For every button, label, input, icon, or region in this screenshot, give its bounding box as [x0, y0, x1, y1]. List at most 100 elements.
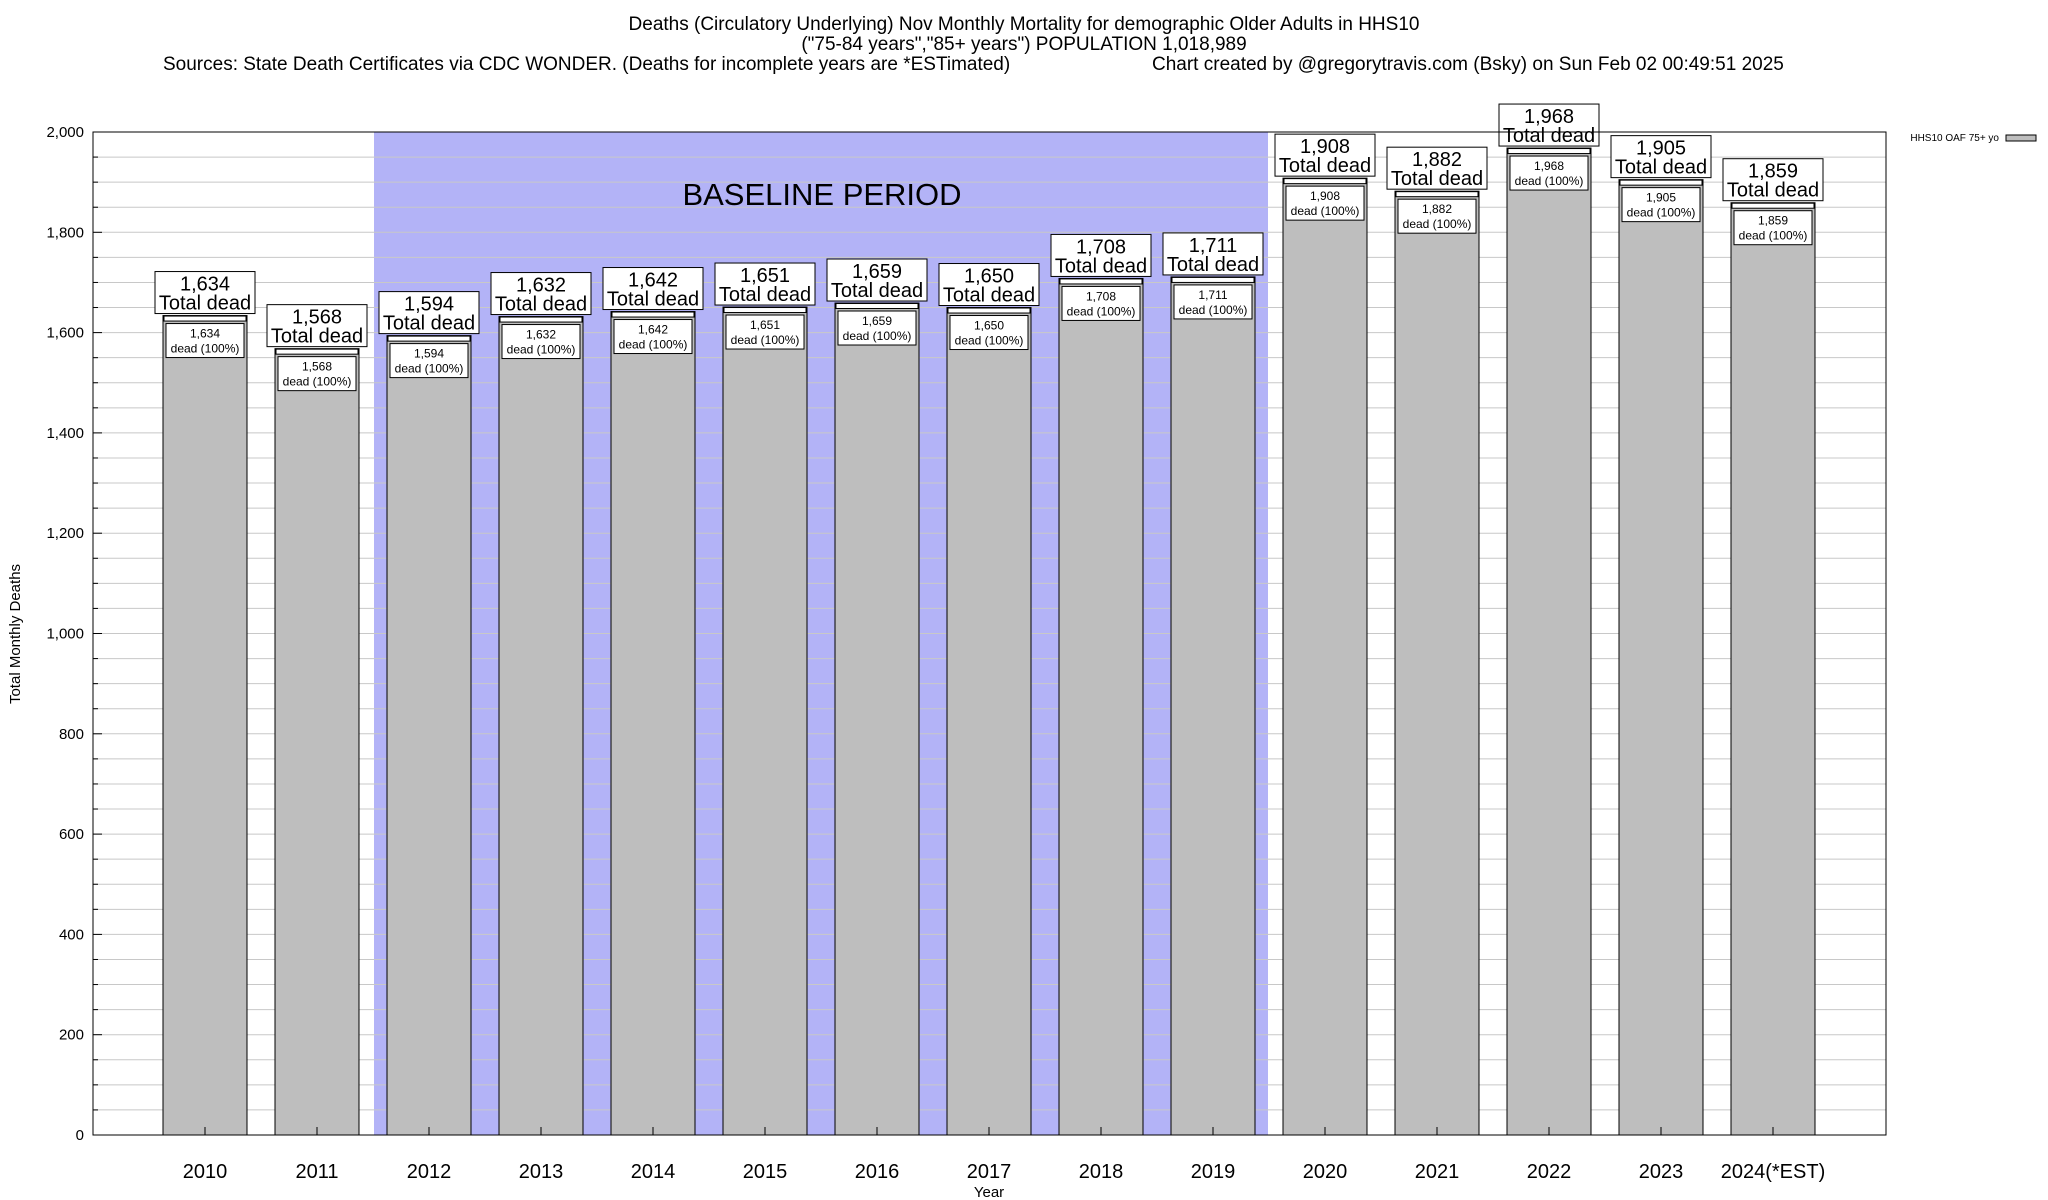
inner-percent-label: dead (100%) — [507, 343, 576, 357]
bar — [1282, 177, 1368, 1136]
total-label-box — [826, 258, 928, 302]
bar — [1058, 277, 1144, 1136]
total-label-box — [1386, 146, 1488, 190]
chart-credit-line: Chart created by @gregorytravis.com (Bsk… — [1152, 54, 1784, 75]
bar-cap — [1395, 191, 1479, 198]
inner-percent-label: dead (100%) — [395, 362, 464, 376]
total-dead-label: Total dead — [1279, 155, 1371, 177]
inner-label-box — [949, 315, 1029, 351]
total-value-label: 1,859 — [1748, 161, 1798, 183]
total-dead-label: Total dead — [1615, 157, 1707, 179]
bar — [610, 311, 696, 1136]
bar — [722, 306, 808, 1136]
inner-value-label: 1,968 — [1534, 159, 1564, 173]
total-value-label: 1,594 — [404, 294, 454, 316]
total-dead-label: Total dead — [1727, 180, 1819, 202]
bar-cap — [835, 303, 919, 310]
inner-label-box — [277, 356, 357, 392]
bar-cap — [1171, 276, 1255, 283]
x-tick-label: 2016 — [855, 1161, 900, 1183]
inner-label-box — [837, 310, 917, 346]
total-label-box — [378, 291, 480, 335]
inner-value-label: 1,632 — [526, 328, 556, 342]
total-value-label: 1,968 — [1524, 106, 1574, 128]
y-tick-label: 2,000 — [46, 124, 84, 141]
inner-percent-label: dead (100%) — [619, 338, 688, 352]
x-tick-label: 2012 — [407, 1161, 452, 1183]
inner-percent-label: dead (100%) — [283, 375, 352, 389]
legend: HHS10 OAF 75+ yo — [1910, 133, 2037, 144]
total-value-label: 1,659 — [852, 261, 902, 283]
y-tick-label: 400 — [59, 926, 84, 943]
total-label-box — [266, 304, 368, 348]
inner-label-box — [1733, 210, 1813, 246]
bar-cap — [387, 335, 471, 342]
total-label-box — [154, 271, 256, 315]
inner-label-box — [165, 323, 245, 359]
bar-cap — [275, 348, 359, 355]
total-label-box — [1498, 103, 1600, 147]
total-dead-label: Total dead — [159, 293, 251, 315]
inner-percent-label: dead (100%) — [1179, 303, 1248, 317]
y-tick-label: 1,000 — [46, 626, 84, 643]
inner-percent-label: dead (100%) — [1067, 304, 1136, 318]
total-dead-label: Total dead — [495, 294, 587, 316]
axis-layer: 0 200 400 600 800 1,000 1,200 1,400 1,600 1,800 2,… — [46, 124, 1825, 1183]
inner-label-box — [725, 314, 805, 350]
y-tick-label: 1,600 — [46, 325, 84, 342]
inner-value-label: 1,594 — [414, 347, 444, 361]
legend-label: HHS10 OAF 75+ yo — [1910, 133, 1999, 144]
x-tick-label: 2024(*EST) — [1721, 1161, 1826, 1183]
total-label-box — [490, 272, 592, 316]
total-label-box — [938, 263, 1040, 307]
total-value-label: 1,708 — [1076, 236, 1126, 258]
inner-value-label: 1,908 — [1310, 189, 1340, 203]
y-tick-label: 1,800 — [46, 224, 84, 241]
y-tick-label: 0 — [76, 1127, 84, 1144]
inner-label-box — [501, 324, 581, 360]
inner-value-label: 1,650 — [974, 319, 1004, 333]
total-label-box — [602, 267, 704, 311]
inner-percent-label: dead (100%) — [1291, 204, 1360, 218]
total-dead-label: Total dead — [831, 280, 923, 302]
bar-cap — [163, 315, 247, 322]
bar-cap — [1731, 202, 1815, 209]
bar — [498, 316, 584, 1136]
y-axis-label: Total Monthly Deaths — [7, 564, 24, 704]
bar-cap — [499, 316, 583, 323]
bar-cap — [723, 307, 807, 314]
total-label-box — [1274, 133, 1376, 177]
x-tick-label: 2017 — [967, 1161, 1012, 1183]
inner-value-label: 1,634 — [190, 327, 220, 341]
total-dead-label: Total dead — [1391, 168, 1483, 190]
x-tick-label: 2010 — [183, 1161, 228, 1183]
inner-value-label: 1,659 — [862, 314, 892, 328]
chart-title: Deaths (Circulatory Underlying) Nov Mont… — [628, 14, 1420, 35]
y-tick-label: 1,200 — [46, 525, 84, 542]
bar-cap — [1283, 178, 1367, 185]
inner-label-box — [1061, 285, 1141, 321]
inner-percent-label: dead (100%) — [1515, 174, 1584, 188]
inner-label-box — [1173, 284, 1253, 320]
bar-cap — [611, 311, 695, 318]
inner-percent-label: dead (100%) — [1627, 206, 1696, 220]
inner-label-box — [389, 343, 469, 379]
total-dead-label: Total dead — [943, 285, 1035, 307]
inner-label-box — [1397, 198, 1477, 234]
inner-label-box — [613, 319, 693, 355]
bar — [1506, 147, 1592, 1136]
total-label-box — [1162, 232, 1264, 276]
inner-value-label: 1,651 — [750, 318, 780, 332]
total-value-label: 1,908 — [1300, 136, 1350, 158]
bar — [1170, 276, 1256, 1136]
x-tick-label: 2018 — [1079, 1161, 1124, 1183]
inner-percent-label: dead (100%) — [1403, 217, 1472, 231]
legend-swatch — [2005, 134, 2037, 142]
total-label-box — [1610, 135, 1712, 179]
total-value-label: 1,634 — [180, 274, 230, 296]
total-value-label: 1,642 — [628, 270, 678, 292]
bar-cap — [1059, 278, 1143, 285]
inner-percent-label: dead (100%) — [171, 342, 240, 356]
inner-label-box — [1621, 187, 1701, 223]
